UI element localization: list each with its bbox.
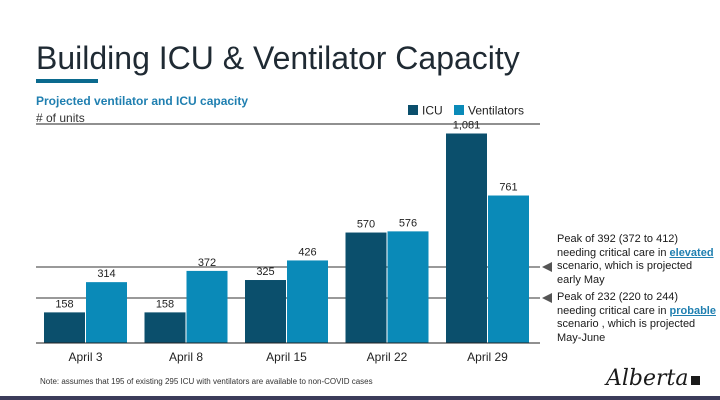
footnote: Note: assumes that 195 of existing 295 I… — [40, 377, 373, 386]
legend-label-icu: ICU — [422, 104, 443, 118]
page-title: Building ICU & Ventilator Capacity — [36, 40, 520, 76]
x-tick-label-2: April 15 — [266, 350, 307, 364]
legend-swatch-ventilators — [454, 105, 464, 115]
value-label-icu-4: 1,081 — [453, 119, 481, 131]
value-label-ventilators-1: 372 — [198, 257, 216, 269]
x-tick-label-4: April 29 — [467, 350, 508, 364]
value-label-ventilators-3: 576 — [399, 217, 417, 229]
annotation-elevated: Peak of 392 (372 to 412) needing critica… — [557, 233, 717, 287]
annotation-elevated-text-after: scenario, which is projected early May — [557, 260, 693, 286]
annotation-probable-keyword[interactable]: probable — [669, 304, 716, 317]
annotation-probable-text-after: scenario , which is projected May-June — [557, 318, 696, 344]
annotation-arrow-icon-1 — [542, 293, 552, 304]
value-label-icu-3: 570 — [357, 219, 375, 231]
bar-ventilators-3 — [387, 231, 429, 343]
annotation-elevated-keyword[interactable]: elevated — [669, 246, 714, 259]
value-label-ventilators-4: 761 — [499, 182, 517, 194]
value-label-ventilators-0: 314 — [97, 268, 115, 280]
bar-ventilators-1 — [186, 270, 228, 343]
units-label: # of units — [36, 111, 85, 125]
x-tick-label-0: April 3 — [68, 350, 102, 364]
bar-icu-1 — [144, 312, 186, 343]
x-tick-label-1: April 8 — [169, 350, 203, 364]
annotation-arrow-icon-0 — [542, 262, 552, 273]
logo-box-icon — [690, 376, 700, 385]
x-tick-labels: April 3 April 8 April 15 April 22 April 29 — [68, 350, 508, 364]
value-label-ventilators-2: 426 — [298, 246, 316, 258]
bar-group: 158 314 158 372 325 426 570 576 1,081 761 — [44, 119, 529, 343]
value-label-icu-0: 158 — [55, 298, 73, 310]
legend-swatch-icu — [408, 105, 418, 115]
bar-icu-4 — [446, 133, 487, 343]
bar-ventilators-4 — [488, 195, 529, 343]
annotation-markers — [542, 262, 552, 304]
value-label-icu-1: 158 — [156, 298, 174, 310]
alberta-logo: Alberta — [606, 366, 700, 391]
title-underline — [36, 79, 98, 83]
chart-legend: ICU Ventilators — [408, 104, 524, 118]
annotation-elevated-text-before: Peak of 392 (372 to 412) needing critica… — [557, 233, 679, 259]
chart-subtitle: Projected ventilator and ICU capacity — [36, 94, 249, 108]
alberta-logo-text: Alberta — [606, 366, 689, 391]
bar-ventilators-0 — [86, 282, 127, 343]
value-label-icu-2: 325 — [256, 266, 274, 278]
bar-ventilators-2 — [287, 260, 328, 343]
legend-label-ventilators: Ventilators — [468, 104, 524, 118]
bar-icu-2 — [245, 280, 286, 343]
bottom-bar — [0, 396, 720, 400]
bar-icu-0 — [44, 312, 85, 343]
bar-icu-3 — [345, 232, 387, 343]
annotation-probable: Peak of 232 (220 to 244) needing critica… — [557, 291, 717, 345]
x-tick-label-3: April 22 — [367, 350, 408, 364]
annotation-probable-text-before: Peak of 232 (220 to 244) needing critica… — [557, 291, 679, 317]
